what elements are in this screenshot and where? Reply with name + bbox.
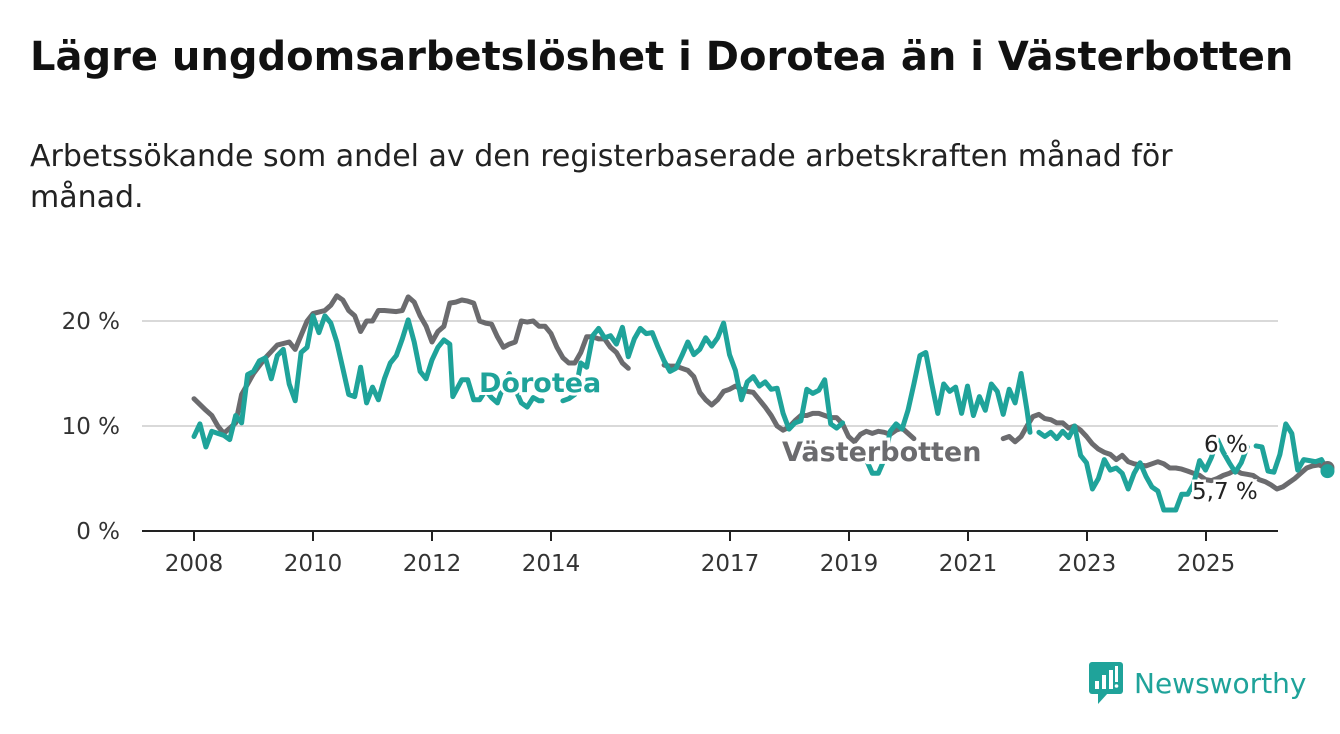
x-tick-label: 2010 [284, 551, 343, 577]
y-axis: 0 % 10 % 20 % [62, 309, 120, 545]
x-tick-label: 2014 [522, 551, 581, 577]
series-line-vasterbotten-1 [191, 293, 631, 436]
x-tick-label: 2017 [701, 551, 760, 577]
x-tick-label: 2021 [939, 551, 998, 577]
chart-title: Lägre ungdomsarbetslöshet i Dorotea än i… [30, 34, 1294, 80]
end-label-dorotea: 5,7 % [1192, 479, 1258, 505]
series-line-dorotea-2 [560, 320, 846, 432]
y-tick-label: 20 % [62, 309, 120, 335]
chart-subtitle: Arbetssökande som andel av den registerb… [30, 139, 1173, 215]
gridlines [142, 320, 1278, 532]
newsworthy-logo[interactable]: Newsworthy [1088, 660, 1307, 706]
x-tick-label: 2008 [165, 551, 224, 577]
series-line-dorotea-1 [191, 313, 545, 450]
end-label-vasterbotten: 6 % [1204, 432, 1248, 458]
y-tick-label: 0 % [76, 519, 120, 545]
series-line-vasterbotten-3 [1000, 411, 1330, 492]
y-tick-label: 10 % [62, 414, 120, 440]
series-labels: Dorotea Västerbotten 6 % 5,7 % [476, 365, 1335, 508]
series-line-dorotea-5 [1253, 421, 1330, 475]
x-axis: 2008 2010 2012 2014 2017 2019 2021 2023 2025 [165, 531, 1236, 577]
x-tick-label: 2019 [820, 551, 879, 577]
end-point-dorotea [1320, 464, 1335, 479]
x-tick-label: 2012 [403, 551, 462, 577]
series-label-vasterbotten: Västerbotten [782, 437, 981, 468]
x-tick-label: 2025 [1177, 551, 1236, 577]
bar-chart-speech-bubble-icon [1089, 662, 1123, 704]
series-lines [191, 293, 1330, 513]
series-label-dorotea: Dorotea [479, 368, 601, 399]
x-tick-label: 2023 [1058, 551, 1117, 577]
series-line-dorotea-4 [1036, 423, 1250, 513]
series-line-dorotea-3 [863, 350, 1033, 476]
brand-name: Newsworthy [1134, 666, 1307, 700]
